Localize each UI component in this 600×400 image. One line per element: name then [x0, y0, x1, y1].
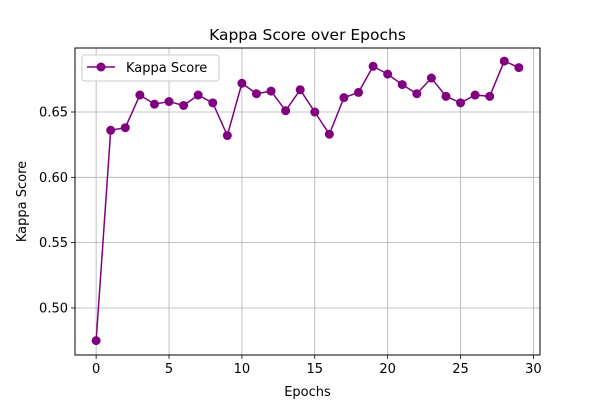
series-layer: [91, 56, 524, 346]
x-tick-label: 0: [92, 362, 100, 377]
chart-title: Kappa Score over Epochs: [209, 26, 406, 44]
plot-frame: [74, 47, 541, 356]
data-point: [310, 107, 320, 117]
legend-marker-sample: [96, 62, 106, 72]
data-point: [295, 85, 305, 95]
y-axis-title: Kappa Score: [15, 161, 30, 242]
data-point: [179, 100, 189, 110]
y-tick-label: 0.55: [39, 236, 68, 251]
data-point: [251, 89, 261, 99]
data-point: [499, 56, 509, 66]
legend-box: [81, 54, 220, 82]
data-point: [383, 69, 393, 79]
data-point: [339, 93, 349, 103]
data-point: [120, 123, 130, 133]
data-point: [426, 73, 436, 83]
x-tick-label: 5: [165, 362, 173, 377]
data-point: [514, 63, 524, 73]
data-point: [485, 91, 495, 101]
data-point: [281, 106, 291, 116]
x-tick-label: 20: [379, 362, 396, 377]
legend-label: Kappa Score: [126, 61, 207, 76]
x-tick-label: 30: [525, 362, 542, 377]
data-point: [412, 89, 422, 99]
grid-lines: [75, 48, 540, 355]
data-point: [368, 61, 378, 71]
data-point: [441, 91, 451, 101]
data-point: [266, 86, 276, 96]
x-tick-label: 15: [307, 362, 324, 377]
data-point: [222, 131, 232, 141]
x-axis-title: Epochs: [284, 385, 331, 400]
data-point: [208, 98, 218, 108]
legend: Kappa Score: [81, 54, 220, 82]
data-point: [397, 80, 407, 90]
data-point: [106, 125, 116, 135]
data-point: [354, 87, 364, 97]
x-tick-label: 25: [452, 362, 469, 377]
data-point: [470, 90, 480, 100]
axis-ticks: 0 5 10 15 20 25 30 0.50 0.55 0.60 0.65: [39, 106, 542, 377]
y-tick-label: 0.65: [39, 106, 68, 121]
data-point: [456, 98, 466, 108]
data-point: [237, 78, 247, 88]
data-point: [91, 336, 101, 346]
y-tick-label: 0.50: [39, 301, 68, 316]
data-point: [193, 90, 203, 100]
data-point: [164, 97, 174, 107]
data-point: [324, 129, 334, 139]
x-tick-label: 10: [234, 362, 251, 377]
data-point: [135, 90, 145, 100]
y-tick-label: 0.60: [39, 171, 68, 186]
data-point: [149, 99, 159, 109]
